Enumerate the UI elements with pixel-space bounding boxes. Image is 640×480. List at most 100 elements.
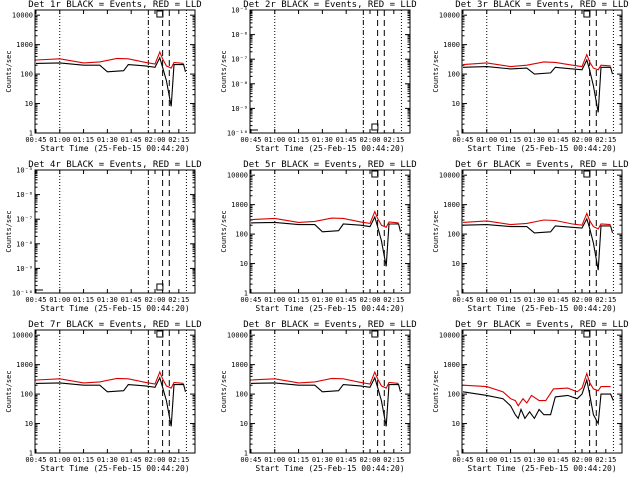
x-tick-label: 01:45 bbox=[548, 456, 569, 464]
x-tick-label: 00:45 bbox=[452, 136, 473, 144]
y-axis-label: Counts/sec bbox=[220, 50, 228, 92]
y-tick-label: 10000 bbox=[227, 172, 248, 180]
x-axis-label: Start Time (25-Feb-15 00:44:20) bbox=[467, 144, 616, 153]
y-tick-label: 10⁻¹⁰ bbox=[227, 130, 248, 138]
y-axis-label: Counts/sec bbox=[220, 210, 228, 252]
marker-box bbox=[371, 123, 379, 131]
x-tick-label: 00:45 bbox=[240, 296, 261, 304]
y-tick-label: 1000 bbox=[231, 361, 248, 369]
x-tick-label: 01:30 bbox=[97, 456, 118, 464]
x-axis-label: Start Time (25-Feb-15 00:44:20) bbox=[255, 304, 404, 313]
x-tick-label: 01:15 bbox=[500, 296, 521, 304]
plot-frame bbox=[34, 9, 196, 134]
y-tick-label: 10 bbox=[25, 420, 33, 428]
x-tick-label: 01:15 bbox=[288, 456, 309, 464]
series-lld bbox=[250, 210, 399, 229]
x-tick-label: 01:45 bbox=[121, 136, 142, 144]
x-tick-label: 01:45 bbox=[121, 296, 142, 304]
marker-box bbox=[156, 283, 164, 291]
x-tick-label: 01:15 bbox=[288, 136, 309, 144]
y-tick-label: 100 bbox=[447, 71, 460, 79]
series-lld bbox=[462, 53, 611, 71]
y-tick-label: 10⁻⁵ bbox=[16, 167, 33, 175]
y-tick-label: 10000 bbox=[439, 332, 460, 340]
y-tick-label: 1000 bbox=[231, 201, 248, 209]
chart-title: Det 6r BLACK = Events, RED = LLD bbox=[455, 160, 628, 170]
series-events bbox=[462, 58, 614, 113]
y-tick-label: 1000 bbox=[443, 361, 460, 369]
x-tick-label: 01:00 bbox=[264, 456, 285, 464]
x-tick-label: 01:15 bbox=[73, 456, 94, 464]
series-events bbox=[35, 376, 187, 427]
x-tick-label: 01:30 bbox=[524, 136, 545, 144]
plot-frame bbox=[34, 169, 196, 294]
x-tick-label: 00:45 bbox=[240, 136, 261, 144]
series-lld bbox=[462, 212, 611, 230]
y-tick-label: 1 bbox=[244, 290, 248, 298]
x-tick-label: 02:00 bbox=[571, 296, 592, 304]
x-tick-label: 02:15 bbox=[383, 296, 404, 304]
x-tick-label: 02:15 bbox=[595, 136, 616, 144]
y-tick-label: 10000 bbox=[439, 12, 460, 20]
x-tick-label: 02:00 bbox=[144, 456, 165, 464]
x-axis-label: Start Time (25-Feb-15 00:44:20) bbox=[467, 464, 616, 473]
x-tick-label: 02:15 bbox=[168, 296, 189, 304]
marker-box bbox=[371, 170, 379, 178]
y-tick-label: 100 bbox=[20, 391, 33, 399]
y-axis-label: Counts/sec bbox=[5, 210, 13, 252]
x-tick-label: 01:30 bbox=[97, 136, 118, 144]
marker-box bbox=[371, 330, 379, 338]
x-tick-label: 01:00 bbox=[49, 456, 70, 464]
x-axis-label: Start Time (25-Feb-15 00:44:20) bbox=[40, 304, 189, 313]
plot-frame bbox=[249, 169, 411, 294]
y-tick-label: 10⁻⁷ bbox=[231, 56, 248, 64]
y-tick-label: 10⁻⁷ bbox=[16, 216, 33, 224]
x-axis-label: Start Time (25-Feb-15 00:44:20) bbox=[40, 144, 189, 153]
series-lld bbox=[35, 50, 184, 69]
y-tick-label: 10 bbox=[240, 420, 248, 428]
series-events bbox=[35, 56, 187, 107]
y-tick-label: 10 bbox=[25, 100, 33, 108]
x-tick-label: 02:15 bbox=[383, 456, 404, 464]
y-tick-label: 1000 bbox=[443, 41, 460, 49]
y-tick-label: 100 bbox=[447, 391, 460, 399]
y-tick-label: 10 bbox=[452, 100, 460, 108]
x-tick-label: 01:45 bbox=[548, 136, 569, 144]
chart-title: Det 4r BLACK = Events, RED = LLD bbox=[28, 160, 201, 170]
x-tick-label: 02:00 bbox=[359, 296, 380, 304]
y-tick-label: 10000 bbox=[439, 172, 460, 180]
y-axis-label: Counts/sec bbox=[432, 50, 440, 92]
x-tick-label: 00:45 bbox=[240, 456, 261, 464]
y-tick-label: 1 bbox=[456, 450, 460, 458]
x-tick-label: 02:15 bbox=[595, 296, 616, 304]
x-tick-label: 01:00 bbox=[476, 456, 497, 464]
x-tick-label: 01:30 bbox=[524, 456, 545, 464]
y-tick-label: 1 bbox=[29, 450, 33, 458]
x-tick-label: 01:45 bbox=[548, 296, 569, 304]
plot-frame bbox=[249, 329, 411, 454]
x-tick-label: 00:45 bbox=[452, 456, 473, 464]
x-tick-label: 01:30 bbox=[97, 296, 118, 304]
x-tick-label: 01:30 bbox=[312, 296, 333, 304]
y-axis-label: Counts/sec bbox=[5, 370, 13, 412]
y-tick-label: 10⁻¹⁰ bbox=[12, 290, 33, 298]
series-lld bbox=[250, 370, 399, 389]
x-axis-label: Start Time (25-Feb-15 00:44:20) bbox=[255, 144, 404, 153]
y-tick-label: 100 bbox=[235, 231, 248, 239]
x-tick-label: 01:00 bbox=[49, 136, 70, 144]
y-tick-label: 10 bbox=[452, 260, 460, 268]
plot-frame bbox=[461, 169, 623, 294]
chart-title: Det 3r BLACK = Events, RED = LLD bbox=[455, 0, 628, 10]
y-tick-label: 10000 bbox=[227, 332, 248, 340]
y-tick-label: 10⁻⁶ bbox=[16, 191, 33, 199]
y-tick-label: 10⁻⁵ bbox=[231, 7, 248, 15]
x-tick-label: 02:00 bbox=[144, 136, 165, 144]
x-tick-label: 02:00 bbox=[144, 296, 165, 304]
plot-frame bbox=[249, 9, 411, 134]
